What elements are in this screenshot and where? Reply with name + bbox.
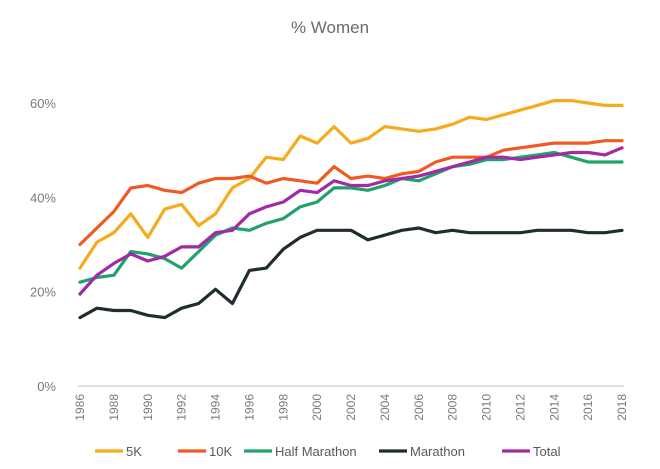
- x-tick-label: 1990: [141, 394, 155, 421]
- x-axis-ticks: 1986 1988 1990 1992 1994 1996 1998 2000 2002 2004…: [73, 394, 629, 421]
- legend-label: 5K: [126, 444, 142, 459]
- x-tick-label: 1986: [73, 394, 87, 421]
- legend-label: Total: [533, 444, 561, 459]
- legend-label: 10K: [209, 444, 232, 459]
- y-tick-label: 60%: [30, 96, 56, 111]
- series-line-marathon: [78, 226, 624, 320]
- x-tick-label: 1988: [107, 394, 121, 421]
- x-tick-label: 2004: [378, 394, 392, 421]
- x-tick-label: 2014: [547, 394, 561, 421]
- x-tick-label: 1992: [175, 394, 189, 421]
- x-tick-label: 2008: [446, 394, 460, 421]
- x-tick-label: 2018: [615, 394, 629, 421]
- chart-title: % Women: [291, 18, 369, 37]
- series-line-half-marathon: [78, 150, 624, 284]
- y-tick-label: 20%: [30, 285, 56, 300]
- x-tick-label: 1996: [242, 394, 256, 421]
- series-line-5k: [78, 98, 624, 270]
- x-tick-label: 2016: [581, 394, 595, 421]
- series-line-10k: [78, 139, 624, 247]
- y-tick-label: 0%: [37, 379, 56, 394]
- y-tick-label: 40%: [30, 190, 56, 205]
- x-tick-label: 2012: [513, 394, 527, 421]
- x-tick-label: 1994: [209, 394, 223, 421]
- x-tick-label: 2000: [310, 394, 324, 421]
- x-tick-label: 2006: [412, 394, 426, 421]
- series-group: [78, 98, 624, 320]
- x-tick-label: 2010: [480, 394, 494, 421]
- y-axis-ticks: 0% 20% 40% 60%: [30, 96, 56, 394]
- series-line-total: [78, 146, 624, 296]
- legend-label: Half Marathon: [275, 444, 357, 459]
- legend-label: Marathon: [410, 444, 465, 459]
- x-tick-label: 2002: [344, 394, 358, 421]
- x-tick-label: 1998: [276, 394, 290, 421]
- legend: 5K 10K Half Marathon Marathon Total: [95, 444, 561, 459]
